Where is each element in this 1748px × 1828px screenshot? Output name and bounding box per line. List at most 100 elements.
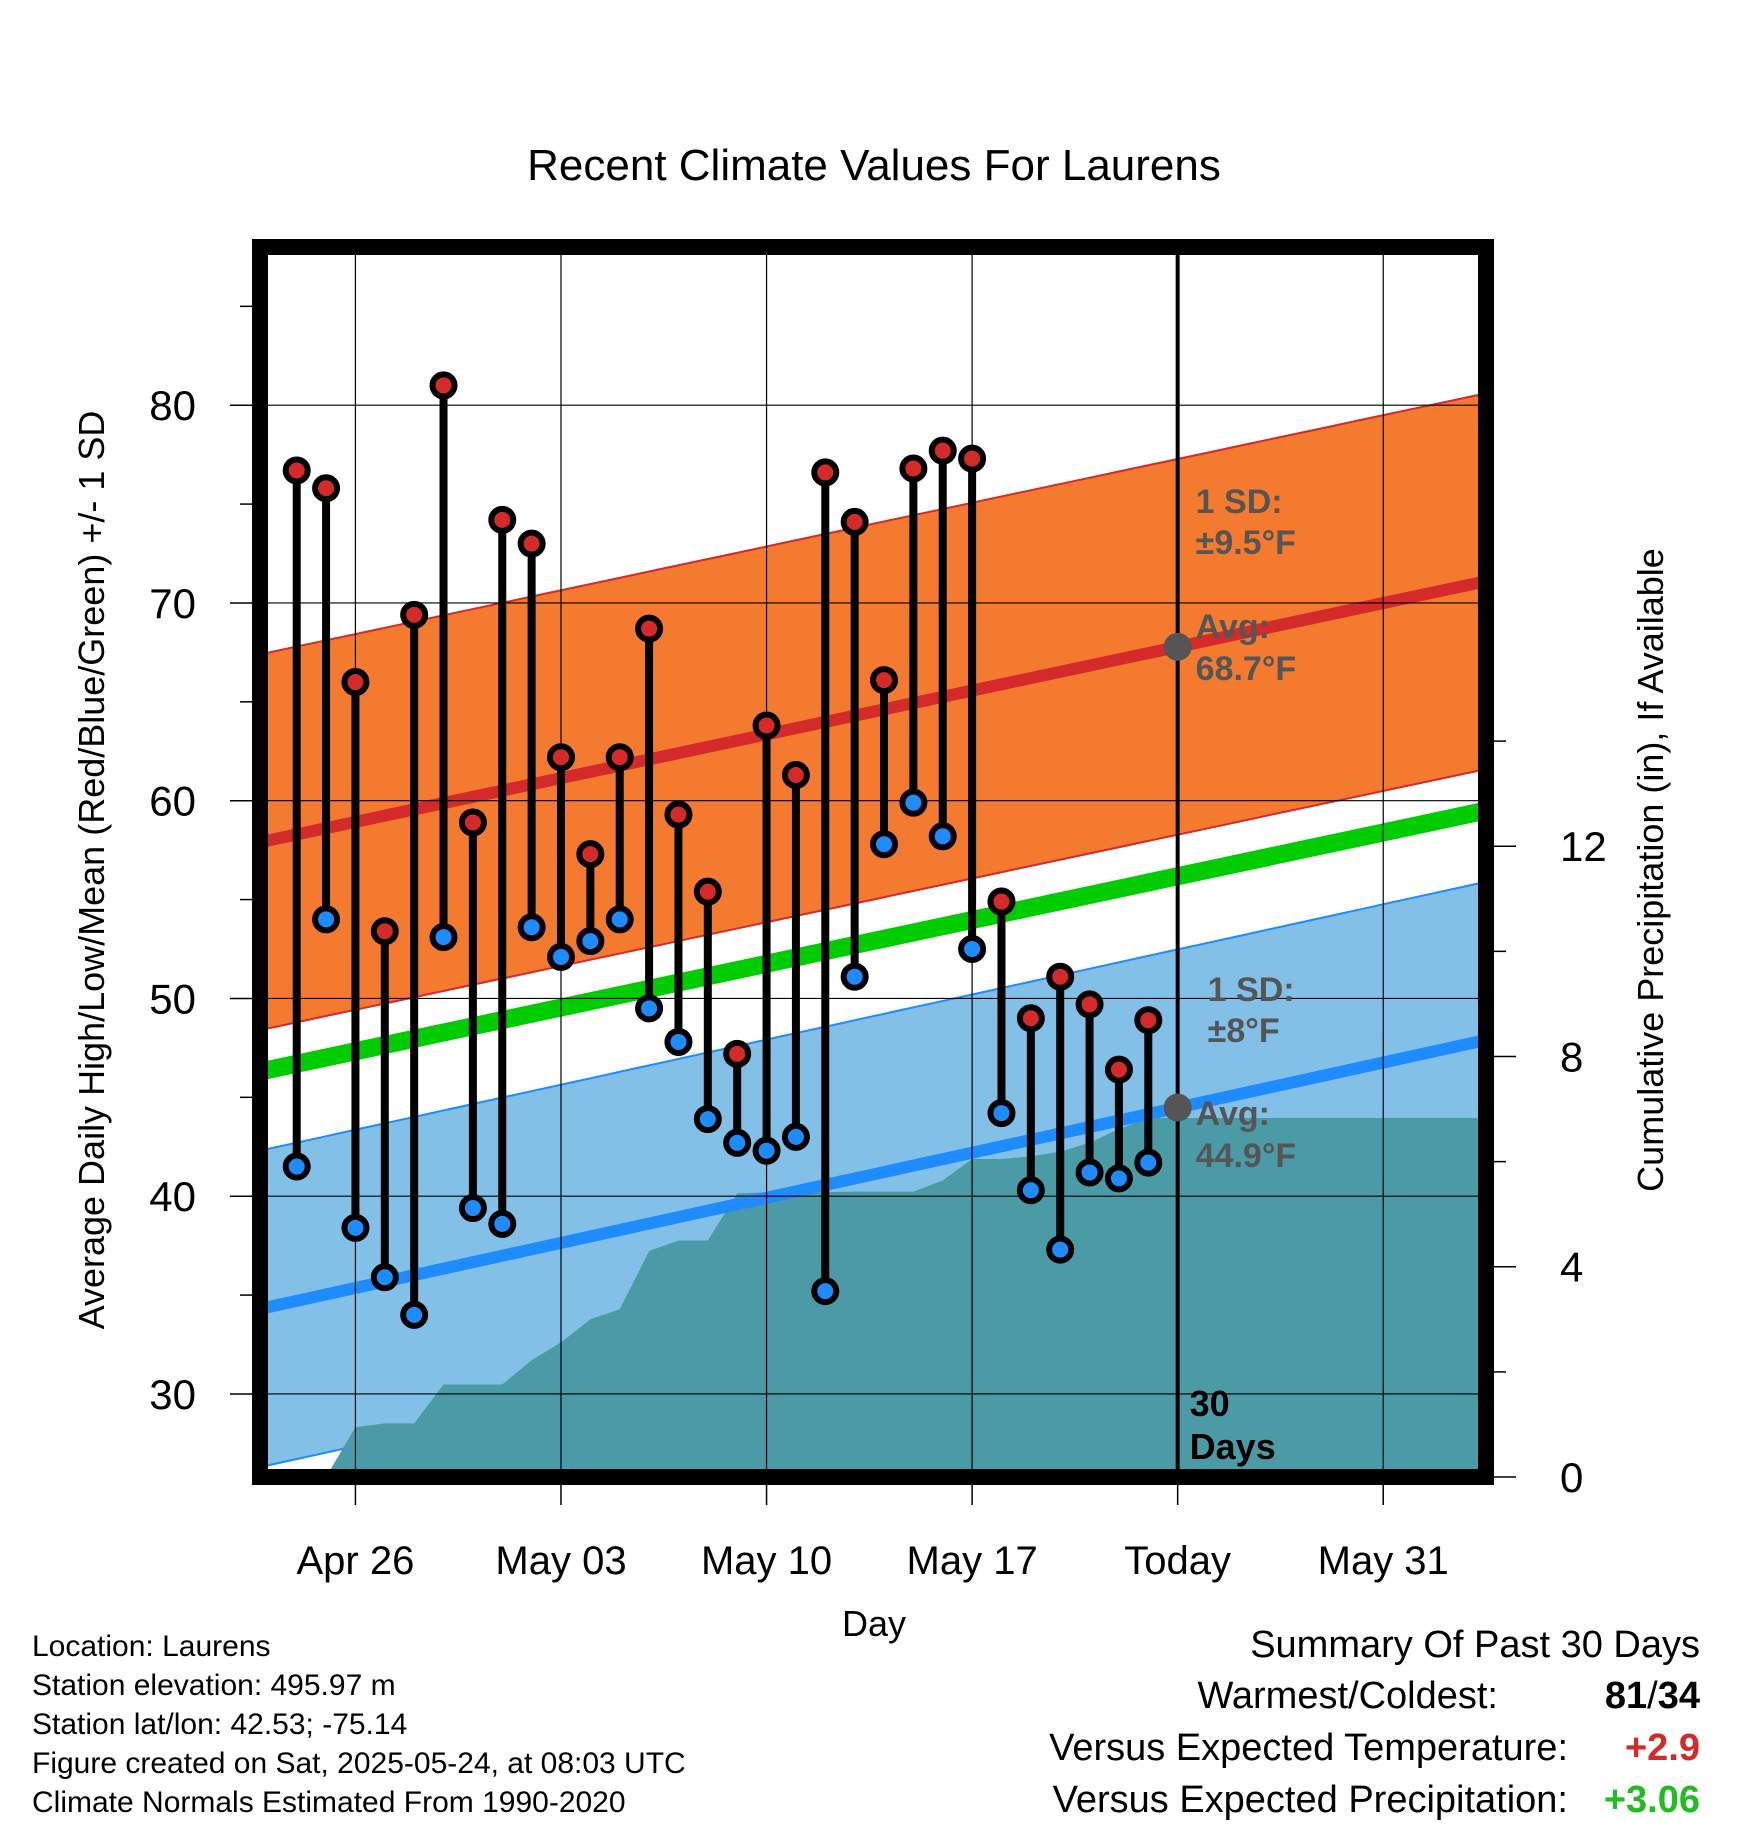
daily-high-point bbox=[429, 371, 458, 400]
daily-high-point bbox=[400, 600, 429, 629]
daily-low-point bbox=[1134, 1148, 1163, 1177]
daily-high-point bbox=[693, 877, 722, 906]
daily-low-point bbox=[840, 962, 869, 991]
x-tick-label: Apr 26 bbox=[297, 1539, 415, 1583]
daily-high-point bbox=[1104, 1055, 1133, 1084]
daily-low-point bbox=[458, 1194, 487, 1223]
x-tick-label: Today bbox=[1124, 1539, 1231, 1583]
x-tick-label: May 03 bbox=[495, 1539, 626, 1583]
daily-low-point bbox=[987, 1099, 1016, 1128]
daily-high-point bbox=[1075, 990, 1104, 1019]
y-left-tick-label: 40 bbox=[149, 1173, 196, 1220]
summary-warmest-coldest-value: 81/34 bbox=[1605, 1675, 1700, 1717]
daily-low-point bbox=[488, 1209, 517, 1238]
daily-low-point bbox=[781, 1122, 810, 1151]
summary-coldest: 34 bbox=[1658, 1675, 1700, 1717]
summary-precip-value: +3.06 bbox=[1604, 1779, 1700, 1821]
daily-low-point bbox=[664, 1027, 693, 1056]
daily-low-point bbox=[1075, 1158, 1104, 1187]
summary-separator: / bbox=[1647, 1675, 1658, 1717]
summary-temp-label: Versus Expected Temperature: bbox=[1049, 1727, 1568, 1769]
summary-temp-value: +2.9 bbox=[1625, 1727, 1700, 1769]
y-right-tick-label: 0 bbox=[1560, 1454, 1583, 1501]
daily-high-point bbox=[517, 529, 546, 558]
daily-high-point bbox=[987, 887, 1016, 916]
daily-high-point bbox=[635, 614, 664, 643]
daily-low-point bbox=[1104, 1164, 1133, 1193]
y-left-tick-label: 50 bbox=[149, 975, 196, 1022]
daily-high-point bbox=[282, 456, 311, 485]
period-unit: Days bbox=[1190, 1426, 1276, 1467]
daily-low-point bbox=[723, 1128, 752, 1157]
daily-low-point bbox=[546, 942, 575, 971]
summary-heading: Summary Of Past 30 Days bbox=[1250, 1624, 1700, 1666]
daily-low-point bbox=[370, 1263, 399, 1292]
daily-low-point bbox=[811, 1277, 840, 1306]
daily-low-point bbox=[870, 830, 899, 859]
info-elevation: Station elevation: 495.97 m bbox=[32, 1669, 396, 1702]
daily-low-point bbox=[605, 905, 634, 934]
daily-high-point bbox=[341, 668, 370, 697]
y-right-tick-label: 4 bbox=[1560, 1244, 1583, 1291]
summary-warmest: 81 bbox=[1605, 1675, 1647, 1717]
low-avg-marker bbox=[1163, 1093, 1192, 1122]
x-axis-label: Day bbox=[842, 1603, 906, 1644]
low-avg-value: 44.9°F bbox=[1196, 1137, 1297, 1175]
y-axis-label-right: Cumulative Precipitation (in), If Availa… bbox=[1630, 548, 1671, 1192]
low-avg-line bbox=[260, 1034, 1486, 1315]
daily-low-point bbox=[899, 788, 928, 817]
daily-high-point bbox=[752, 711, 781, 740]
daily-high-point bbox=[1134, 1006, 1163, 1035]
daily-high-point bbox=[723, 1039, 752, 1068]
daily-high-point bbox=[576, 840, 605, 869]
chart-title: Recent Climate Values For Laurens bbox=[527, 141, 1221, 190]
daily-high-point bbox=[928, 436, 957, 465]
y-right-tick-label: 12 bbox=[1560, 823, 1607, 870]
daily-high-point bbox=[1016, 1004, 1045, 1033]
daily-high-point bbox=[781, 760, 810, 789]
daily-low-point bbox=[958, 935, 987, 964]
info-location: Location: Laurens bbox=[32, 1630, 271, 1663]
daily-high-point bbox=[1046, 962, 1075, 991]
x-tick-label: May 10 bbox=[701, 1539, 832, 1583]
high-avg-marker bbox=[1163, 632, 1192, 661]
daily-high-point bbox=[546, 743, 575, 772]
low-sd-value: ±8°F bbox=[1208, 1012, 1280, 1050]
period-number: 30 bbox=[1190, 1383, 1230, 1424]
y-axis-label-left: Average Daily High/Low/Mean (Red/Blue/Gr… bbox=[71, 411, 112, 1330]
daily-low-point bbox=[693, 1105, 722, 1134]
daily-low-point bbox=[1046, 1235, 1075, 1264]
daily-high-point bbox=[870, 666, 899, 695]
daily-low-point bbox=[312, 905, 341, 934]
daily-high-point bbox=[958, 444, 987, 473]
daily-low-point bbox=[635, 994, 664, 1023]
summary-warmest-coldest-label: Warmest/Coldest: bbox=[1197, 1675, 1498, 1717]
high-avg-label: Avg: bbox=[1196, 608, 1270, 646]
high-sd-label: 1 SD: bbox=[1196, 483, 1283, 521]
daily-low-point bbox=[1016, 1176, 1045, 1205]
daily-low-point bbox=[576, 927, 605, 956]
summary-precip-label: Versus Expected Precipitation: bbox=[1053, 1779, 1568, 1821]
y-left-tick-label: 80 bbox=[149, 382, 196, 429]
high-avg-line bbox=[260, 575, 1486, 849]
info-normals: Climate Normals Estimated From 1990-2020 bbox=[32, 1786, 626, 1819]
info-created: Figure created on Sat, 2025-05-24, at 08… bbox=[32, 1747, 686, 1780]
info-latlon: Station lat/lon: 42.53; -75.14 bbox=[32, 1708, 407, 1741]
daily-high-point bbox=[899, 454, 928, 483]
daily-high-point bbox=[605, 743, 634, 772]
y-right-tick-label: 8 bbox=[1560, 1033, 1583, 1080]
daily-high-point bbox=[840, 507, 869, 536]
daily-high-point bbox=[488, 505, 517, 534]
daily-high-point bbox=[664, 800, 693, 829]
high-sd-value: ±9.5°F bbox=[1196, 524, 1296, 562]
high-avg-value: 68.7°F bbox=[1196, 650, 1297, 688]
station-info: Location: Laurens Station elevation: 495… bbox=[32, 1630, 686, 1819]
mean-line bbox=[260, 801, 1486, 1081]
y-left-tick-label: 70 bbox=[149, 580, 196, 627]
x-tick-label: May 31 bbox=[1318, 1539, 1449, 1583]
low-sd-label: 1 SD: bbox=[1208, 971, 1295, 1009]
daily-high-point bbox=[370, 917, 399, 946]
